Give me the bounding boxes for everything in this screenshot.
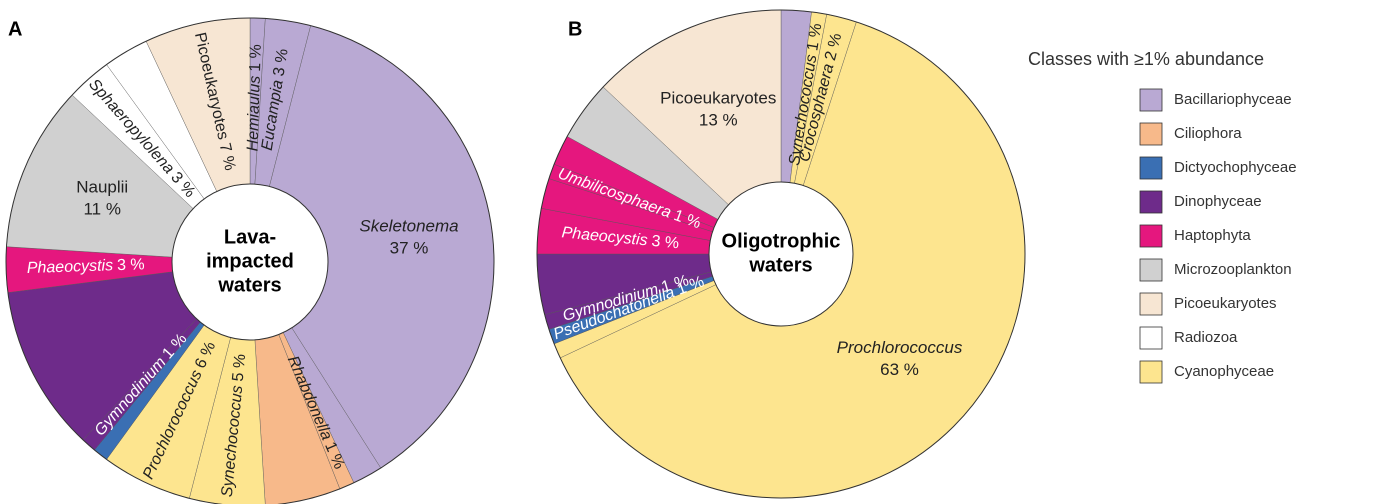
slice-name: Skeletonema	[359, 216, 458, 235]
legend-title: Classes with ≥1% abundance	[1028, 49, 1264, 69]
slice-value: 3 %	[271, 48, 292, 78]
center-label: waters	[217, 274, 281, 296]
legend-swatch	[1139, 88, 1163, 112]
slice-value: 3 %	[117, 257, 145, 275]
legend-swatch	[1139, 292, 1163, 316]
slice-value: 11 %	[83, 200, 121, 219]
center-label: waters	[748, 254, 812, 276]
legend-swatch	[1139, 326, 1163, 350]
slice-value: 3 %	[651, 233, 680, 253]
legend-swatch	[1139, 360, 1163, 384]
legend-label: Bacillariophyceae	[1174, 91, 1292, 108]
slice-value: 13 %	[699, 110, 738, 129]
slice-name: Nauplii	[76, 178, 128, 197]
slice-value: 5 %	[230, 353, 250, 382]
slice-name: Prochlorococcus	[837, 338, 963, 357]
legend-swatch	[1139, 156, 1163, 180]
panel-letter: B	[568, 18, 582, 40]
legend-swatch	[1139, 258, 1163, 282]
slice-value: 1 %	[247, 44, 265, 72]
donut-border	[5, 17, 495, 504]
slice-value: 63 %	[880, 360, 919, 379]
center-label: Lava-	[224, 226, 276, 248]
slice-label: Hemiaulus 1 %	[245, 44, 265, 152]
legend-label: Haptophyta	[1174, 227, 1251, 244]
donut	[536, 9, 1026, 499]
legend-label: Picoeukaryotes	[1174, 295, 1277, 312]
legend-label: Microzooplankton	[1174, 261, 1292, 278]
panel-letter: A	[8, 18, 22, 40]
donut	[5, 17, 495, 504]
legend-label: Dictyochophyceae	[1174, 159, 1297, 176]
slice-label: Phaeocystis 3 %	[27, 257, 145, 278]
donut-hole	[171, 183, 329, 341]
legend-label: Cyanophyceae	[1174, 363, 1274, 380]
legend-label: Radiozoa	[1174, 329, 1238, 346]
slice-name: Picoeukaryotes	[660, 88, 776, 107]
slice-name: Hemiaulus	[245, 75, 264, 151]
slice-value: 2 %	[822, 31, 845, 62]
donut-border	[536, 9, 1026, 499]
donut-hole	[708, 181, 854, 327]
center-label: impacted	[206, 250, 294, 272]
legend-swatch	[1139, 190, 1163, 214]
slice-value: 1 %	[805, 22, 826, 52]
slice-value: 7 %	[215, 142, 238, 173]
slice-value: 37 %	[390, 238, 429, 257]
center-label: Oligotrophic	[722, 230, 841, 252]
legend-label: Ciliophora	[1174, 125, 1242, 142]
legend-label: Dinophyceae	[1174, 193, 1262, 210]
legend-swatch	[1139, 224, 1163, 248]
slice-name: Phaeocystis	[27, 258, 114, 278]
legend-swatch	[1139, 122, 1163, 146]
